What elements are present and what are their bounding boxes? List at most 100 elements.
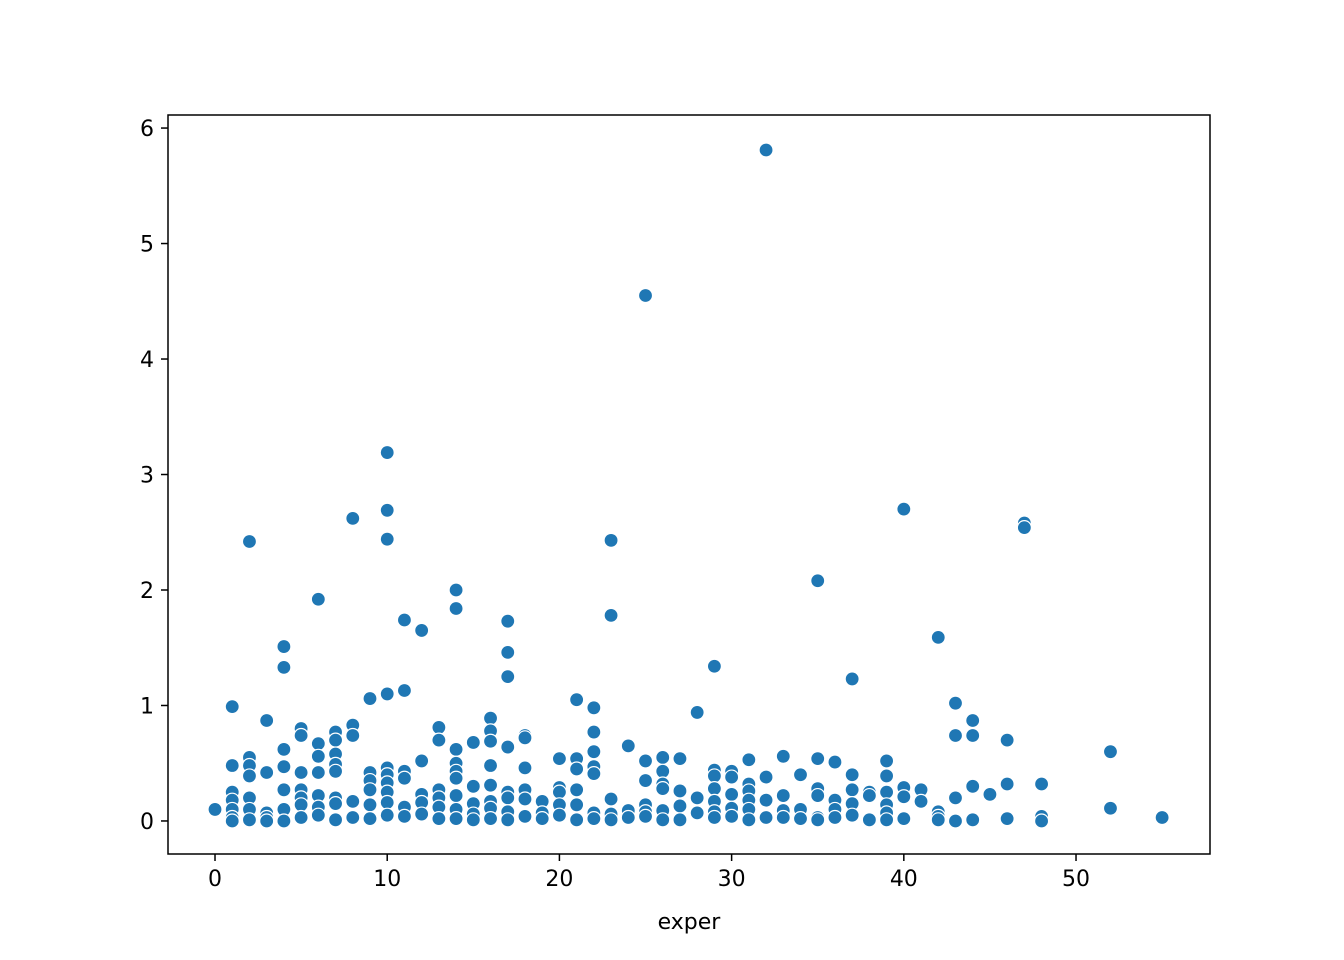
point: [689, 805, 705, 821]
point: [482, 710, 499, 726]
point: [482, 733, 499, 749]
point: [379, 531, 395, 547]
point: [672, 812, 688, 828]
point: [431, 719, 447, 736]
point: [551, 807, 568, 823]
x-axis-label: exper: [658, 910, 722, 935]
point: [465, 734, 481, 751]
point: [965, 812, 981, 828]
point: [448, 811, 464, 827]
point: [655, 781, 671, 797]
point: [792, 767, 809, 783]
point: [637, 753, 654, 769]
x-tick-label: 30: [718, 867, 746, 892]
point: [586, 724, 602, 740]
point: [310, 748, 326, 764]
point: [810, 751, 826, 767]
point: [345, 510, 361, 526]
point: [603, 791, 619, 807]
point: [327, 796, 344, 812]
point: [896, 811, 912, 827]
point: [569, 782, 585, 798]
point: [448, 741, 464, 757]
point: [879, 784, 895, 800]
point: [896, 501, 912, 517]
x-tick-label: 40: [890, 867, 918, 892]
point: [517, 791, 533, 807]
point: [947, 695, 964, 711]
y-tick-label: 6: [140, 117, 154, 142]
point: [586, 811, 602, 827]
point: [396, 682, 413, 699]
point: [1154, 809, 1170, 826]
point: [310, 591, 326, 607]
point: [448, 600, 464, 617]
point: [689, 790, 705, 806]
point: [534, 811, 550, 827]
point: [379, 807, 395, 823]
point: [603, 812, 619, 828]
point: [672, 751, 688, 767]
point: [706, 781, 722, 797]
point: [655, 812, 671, 828]
point: [844, 767, 860, 783]
point: [276, 813, 292, 829]
y-tick-label: 0: [140, 810, 154, 835]
point: [1102, 744, 1119, 760]
point: [844, 807, 860, 823]
point: [758, 792, 774, 808]
point: [844, 782, 860, 798]
point: [1016, 520, 1032, 536]
point: [362, 797, 378, 813]
point: [586, 700, 602, 716]
point: [947, 790, 964, 806]
point: [758, 809, 774, 826]
point: [655, 749, 671, 766]
point: [827, 809, 843, 826]
point: [500, 613, 516, 629]
point: [500, 812, 516, 828]
point: [637, 772, 654, 789]
point: [620, 738, 636, 754]
point: [775, 787, 791, 804]
point: [706, 809, 722, 826]
point: [293, 727, 309, 744]
point: [861, 812, 877, 828]
point: [224, 813, 240, 829]
point: [965, 727, 981, 744]
point: [482, 811, 499, 827]
point: [241, 768, 258, 784]
point: [327, 812, 344, 828]
point: [259, 813, 275, 829]
point: [414, 806, 430, 822]
point: [947, 813, 964, 829]
point: [879, 753, 895, 769]
point: [345, 727, 361, 744]
point: [259, 764, 275, 781]
point: [569, 692, 585, 708]
point: [965, 712, 981, 729]
point: [327, 763, 344, 779]
y-tick-label: 3: [140, 464, 154, 489]
point: [500, 739, 516, 755]
point: [586, 766, 602, 782]
point: [310, 807, 326, 823]
point: [724, 808, 740, 824]
point: [1102, 800, 1119, 816]
point: [276, 638, 292, 655]
point: [1033, 776, 1050, 792]
point: [569, 761, 585, 777]
point: [396, 770, 413, 786]
point: [775, 748, 791, 764]
point: [362, 782, 378, 798]
point: [431, 732, 447, 748]
point: [672, 798, 688, 814]
point: [517, 760, 533, 776]
point: [517, 730, 533, 746]
point: [293, 809, 309, 826]
point: [500, 790, 516, 806]
point: [448, 787, 464, 804]
point: [758, 142, 774, 158]
point: [224, 699, 240, 715]
